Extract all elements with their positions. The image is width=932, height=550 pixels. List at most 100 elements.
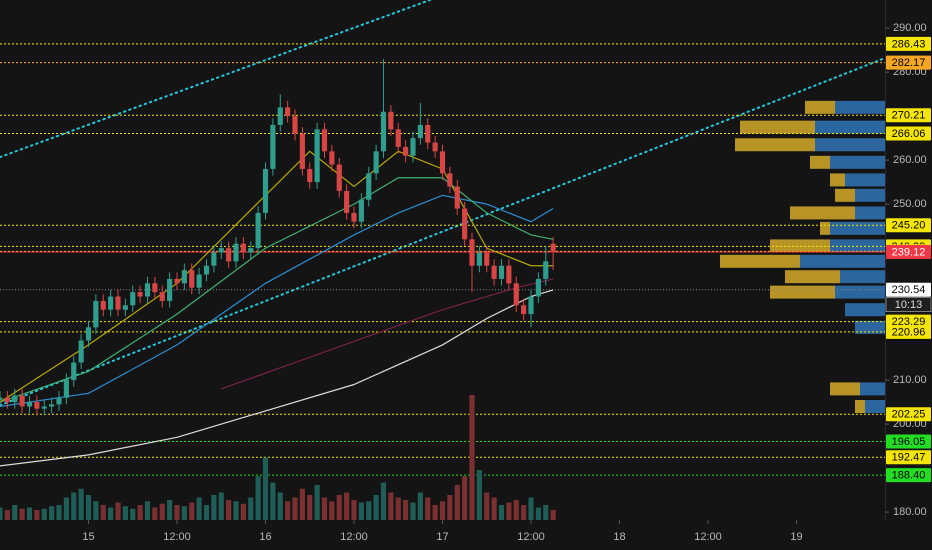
- profile-up: [830, 382, 860, 396]
- profile-up: [790, 206, 855, 220]
- trendline: [0, 0, 431, 159]
- volume-bar: [506, 502, 512, 520]
- volume-bar: [535, 507, 541, 520]
- price-label-bg: [886, 244, 931, 259]
- candle-body: [336, 164, 342, 191]
- volume-bar: [233, 501, 239, 520]
- price-label: 266.06: [892, 128, 926, 140]
- candle-body: [498, 265, 505, 279]
- x-tick-label: 18: [613, 531, 625, 543]
- volume-bar: [63, 497, 69, 520]
- volume-bar: [262, 457, 269, 520]
- profile-down: [835, 285, 885, 299]
- candle-body: [351, 212, 357, 222]
- volume-bar: [403, 500, 409, 520]
- candle-body: [181, 270, 187, 284]
- moving-average: [221, 278, 554, 390]
- profile-down: [855, 320, 885, 334]
- price-label-bg: [886, 450, 931, 465]
- candle-body: [56, 397, 62, 405]
- candle-body: [447, 173, 453, 187]
- profile-up: [810, 155, 830, 169]
- volume-bar: [344, 492, 350, 520]
- volume-bar: [351, 500, 357, 520]
- profile-down: [830, 221, 885, 235]
- volume-bar: [292, 497, 298, 520]
- candle-body: [329, 151, 335, 165]
- x-tick-label: 12:00: [694, 531, 722, 543]
- profile-down: [855, 206, 885, 220]
- profile-down: [815, 120, 885, 134]
- price-label: 239.12: [892, 246, 926, 258]
- volume-bar: [285, 501, 291, 520]
- price-label: 188.40: [892, 470, 926, 482]
- candle-body: [395, 129, 401, 147]
- volume-bar: [203, 505, 210, 520]
- candle-body: [506, 265, 512, 284]
- price-label-bg: [886, 108, 931, 123]
- candle-body: [285, 107, 291, 117]
- candle-body: [233, 243, 239, 262]
- volume-bar: [34, 510, 40, 520]
- profile-down: [835, 100, 885, 114]
- volume-bar: [0, 507, 3, 520]
- candle-body: [248, 248, 254, 253]
- candle-body: [240, 243, 246, 253]
- price-label: 286.43: [892, 38, 926, 50]
- volume-bar: [439, 501, 446, 520]
- volume-bar: [144, 501, 151, 520]
- candle-body: [321, 129, 328, 152]
- price-label-bg: [886, 55, 931, 70]
- candle-body: [255, 212, 261, 249]
- candle-body: [152, 283, 158, 293]
- candle-body: [550, 243, 556, 252]
- candle-body: [270, 124, 276, 169]
- volume-bar: [550, 510, 556, 520]
- candle-body: [521, 305, 527, 315]
- price-label-bg: [886, 218, 931, 233]
- volume-bar: [248, 497, 254, 520]
- price-label-bg: [886, 36, 931, 51]
- profile-up: [735, 138, 815, 152]
- candle-body: [226, 248, 232, 262]
- candle-body: [203, 265, 210, 275]
- price-label-bg: [886, 468, 931, 483]
- candle-body: [543, 261, 549, 279]
- volume-bar: [122, 506, 128, 520]
- price-label-bg: [886, 324, 931, 339]
- volume-bar: [484, 492, 490, 520]
- candle-body: [137, 292, 143, 297]
- x-tick-label: 19: [790, 531, 802, 543]
- profile-down: [860, 382, 885, 396]
- volume-bar: [329, 501, 335, 520]
- price-label: 282.17: [892, 57, 926, 69]
- volume-bar: [78, 488, 84, 520]
- y-tick-label: 260.00: [893, 154, 927, 166]
- profile-down: [840, 270, 885, 284]
- volume-bar: [543, 505, 549, 520]
- price-label: 230.54: [892, 284, 926, 296]
- candle-body: [403, 146, 409, 156]
- candle-body: [513, 283, 519, 306]
- volume-bar: [314, 485, 320, 520]
- candle-body: [299, 133, 305, 169]
- candle-body: [100, 300, 106, 310]
- volume-bar: [4, 510, 10, 520]
- profile-down: [815, 138, 885, 152]
- y-tick-label: 210.00: [893, 374, 927, 386]
- volume-bar: [447, 495, 453, 520]
- candle-body: [491, 265, 497, 279]
- price-label: 270.21: [892, 110, 926, 122]
- candle-body: [211, 252, 217, 266]
- volume-bar: [26, 507, 33, 520]
- volume-bar: [159, 503, 165, 520]
- candle-body: [34, 402, 40, 409]
- candle-body: [262, 168, 269, 213]
- trendline: [0, 57, 886, 407]
- volume-bar: [100, 505, 106, 520]
- profile-down: [845, 173, 885, 187]
- candle-body: [130, 292, 136, 306]
- volume-bar: [196, 497, 202, 520]
- candle-body: [167, 278, 173, 301]
